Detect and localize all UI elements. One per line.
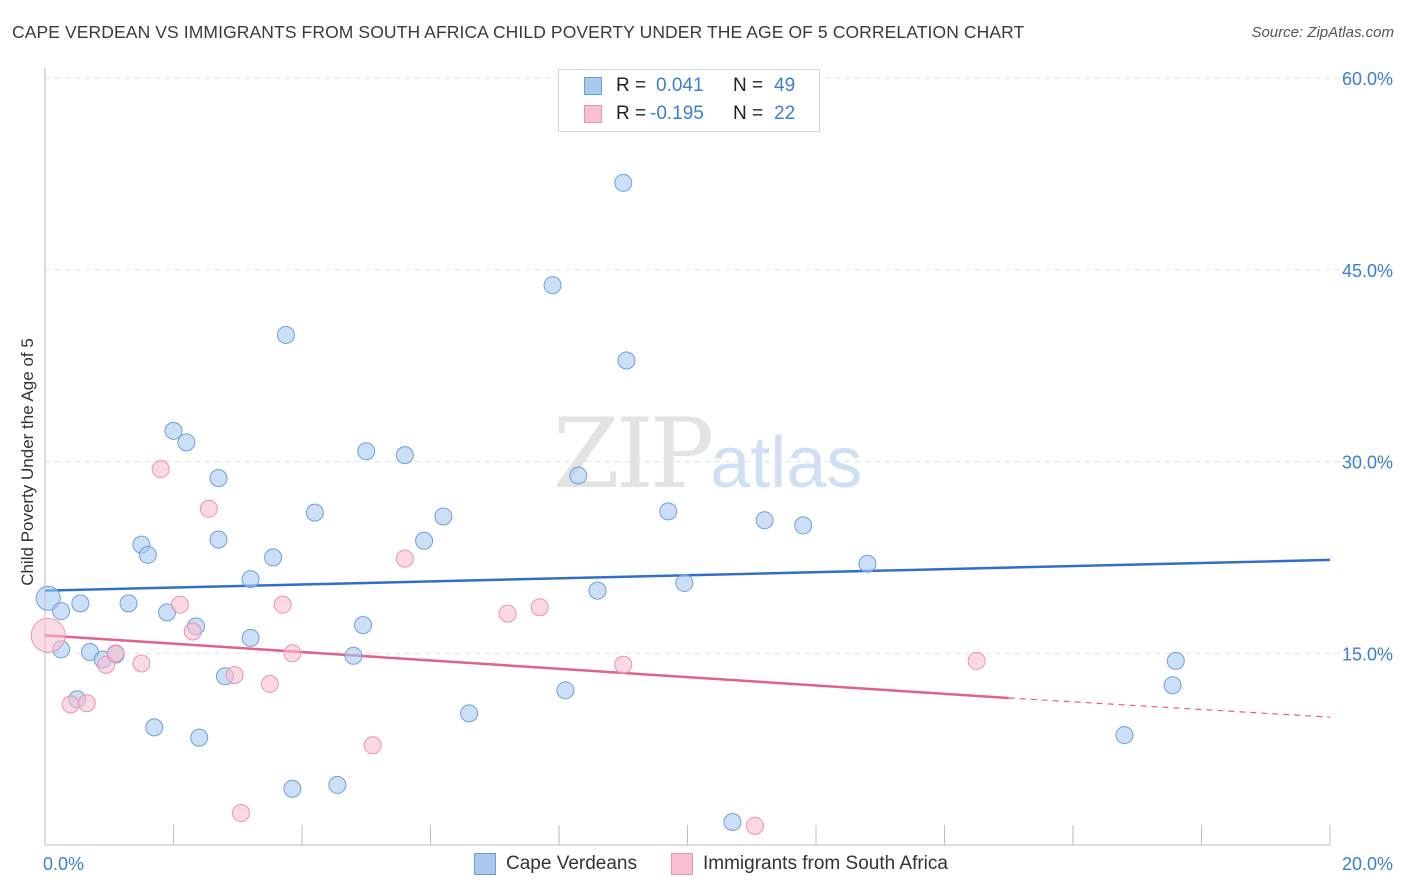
cape-verdean-point [146,719,163,736]
cape-verdean-point [676,574,693,591]
cape-verdean-point [416,532,433,549]
legend-n-value: 22 [774,103,795,125]
legend-r-label: R = [616,103,646,125]
south-africa-trend-extension [1009,698,1330,717]
south-africa-point [615,656,632,673]
cape-verdean-point [615,174,632,191]
cape-verdean-point [242,571,259,588]
cape-verdean-point [277,326,294,343]
cape-verdean-point [306,504,323,521]
cape-verdean-point [345,647,362,664]
y-axis-label: Child Poverty Under the Age of 5 [18,338,37,586]
cape-verdean-point [120,595,137,612]
south-africa-point [746,817,763,834]
cape-verdean-point [756,512,773,529]
scatter-chart: 15.0% 30.0% 45.0% 60.0% 0.0% 20.0% Child Pover… [0,0,1406,892]
cape-verdean-point [396,447,413,464]
cape-verdean-point [724,813,741,830]
cape-verdean-point [618,352,635,369]
correlation-legend: R = 0.041 N = 49 R = -0.195 N = 22 [558,69,820,132]
bottom-legend-label: Immigrants from South Africa [703,853,948,875]
south-africa-point [531,599,548,616]
cape-verdean-point [53,603,70,620]
cape-verdean-point [178,434,195,451]
y-tick-label: 60.0% [1342,69,1393,89]
south-africa-point [200,500,217,517]
cape-verdean-point [1164,677,1181,694]
south-africa-point [396,550,413,567]
y-tick-label: 45.0% [1342,261,1393,281]
cape-verdean-point [1167,652,1184,669]
south-africa-point [968,652,985,669]
south-africa-trend-line [45,635,1009,698]
legend-n-label: N = [733,103,763,125]
south-africa-point [62,696,79,713]
cape-verdean-point [435,508,452,525]
bottom-legend-swatch-blue [474,853,496,875]
south-africa-point [107,645,124,662]
south-africa-point [152,461,169,478]
legend-r-value: -0.195 [650,103,704,125]
cape-verdean-point [570,467,587,484]
south-africa-point [499,605,516,622]
cape-verdean-point [1116,727,1133,744]
cape-verdean-point [358,443,375,460]
legend-n-label: N = [733,75,763,97]
cape-verdean-point [859,555,876,572]
cape-verdean-point [191,729,208,746]
cape-verdean-point [265,549,282,566]
cape-verdean-point [544,277,561,294]
south-africa-point [78,695,95,712]
south-africa-point [274,596,291,613]
cape-verdean-point [210,470,227,487]
bottom-legend-swatch-pink [671,853,693,875]
south-africa-point [364,737,381,754]
cape-verdean-point [795,517,812,534]
south-africa-point [184,623,201,640]
cape-verdean-point [461,705,478,722]
cape-verdean-point [139,546,156,563]
cape-verdean-point [284,780,301,797]
cape-verdean-point [589,582,606,599]
south-africa-point [31,618,65,652]
south-africa-point [232,805,249,822]
cape-verdean-point [660,503,677,520]
legend-n-value: 49 [774,75,795,97]
south-africa-point [133,655,150,672]
cape-verdean-point [355,617,372,634]
legend-swatch-blue [584,77,602,95]
cape-verdean-point [557,682,574,699]
legend-r-label: R = [616,75,646,97]
cape-verdean-point [242,629,259,646]
south-africa-point [261,675,278,692]
y-tick-label: 15.0% [1342,644,1393,664]
south-africa-point [284,645,301,662]
bottom-legend-label: Cape Verdeans [506,853,637,875]
south-africa-point [226,666,243,683]
y-tick-label: 30.0% [1342,453,1393,473]
legend-swatch-pink [584,105,602,123]
cape-verdean-point [72,595,89,612]
x-tick-label: 20.0% [1342,854,1393,874]
cape-verdean-point [210,531,227,548]
cape-verdean-point [329,776,346,793]
south-africa-point [171,596,188,613]
legend-r-value: 0.041 [656,75,704,97]
x-tick-label: 0.0% [43,854,84,874]
